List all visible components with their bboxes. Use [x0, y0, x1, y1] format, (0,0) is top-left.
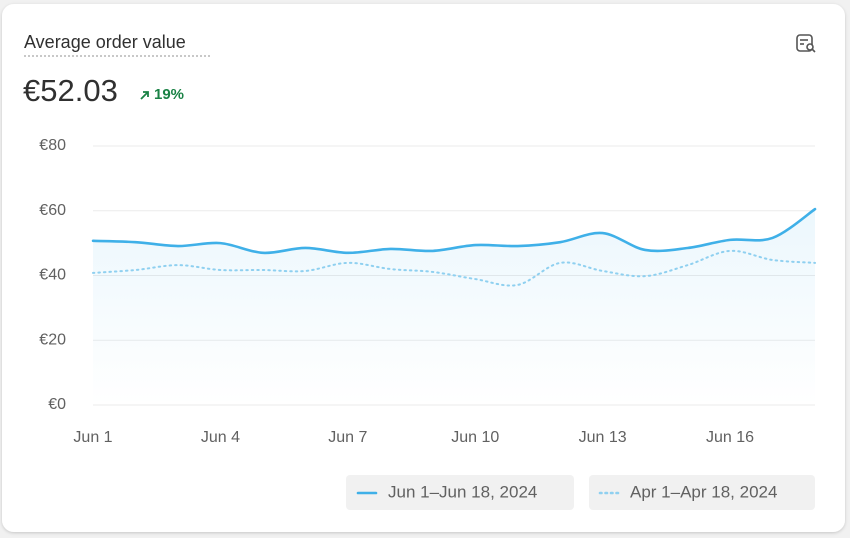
x-tick-label: Jun 10 — [451, 429, 499, 446]
change-arrow — [140, 91, 149, 100]
chart-title: Average order value — [24, 32, 186, 52]
y-tick-label: €80 — [39, 137, 66, 154]
x-tick-label: Jun 1 — [73, 429, 112, 446]
x-tick-label: Jun 4 — [201, 429, 240, 446]
y-tick-label: €40 — [39, 267, 66, 284]
x-tick-label: Jun 16 — [706, 429, 754, 446]
legend-label: Jun 1–Jun 18, 2024 — [388, 482, 537, 501]
legend-item-bg[interactable] — [589, 475, 815, 510]
y-tick-label: €60 — [39, 202, 66, 219]
y-tick-label: €20 — [39, 331, 66, 348]
series-line — [91, 207, 817, 255]
legend-label: Apr 1–Apr 18, 2024 — [630, 482, 777, 501]
series-line — [92, 249, 816, 287]
y-tick-label: €0 — [48, 396, 66, 413]
x-tick-label: Jun 7 — [328, 429, 367, 446]
area — [93, 209, 815, 405]
x-tick-label: Jun 13 — [579, 429, 627, 446]
plot: €0 €20 €40 €60 €80 Jun 1 Jun 4 Jun 7 Jun 10 Jun 1… — [39, 137, 817, 446]
change-percent: 19% — [154, 86, 184, 103]
headline-value: €52.03 — [23, 73, 118, 108]
legend-item-bg[interactable] — [346, 475, 574, 510]
explore-icon[interactable] — [796, 34, 816, 53]
